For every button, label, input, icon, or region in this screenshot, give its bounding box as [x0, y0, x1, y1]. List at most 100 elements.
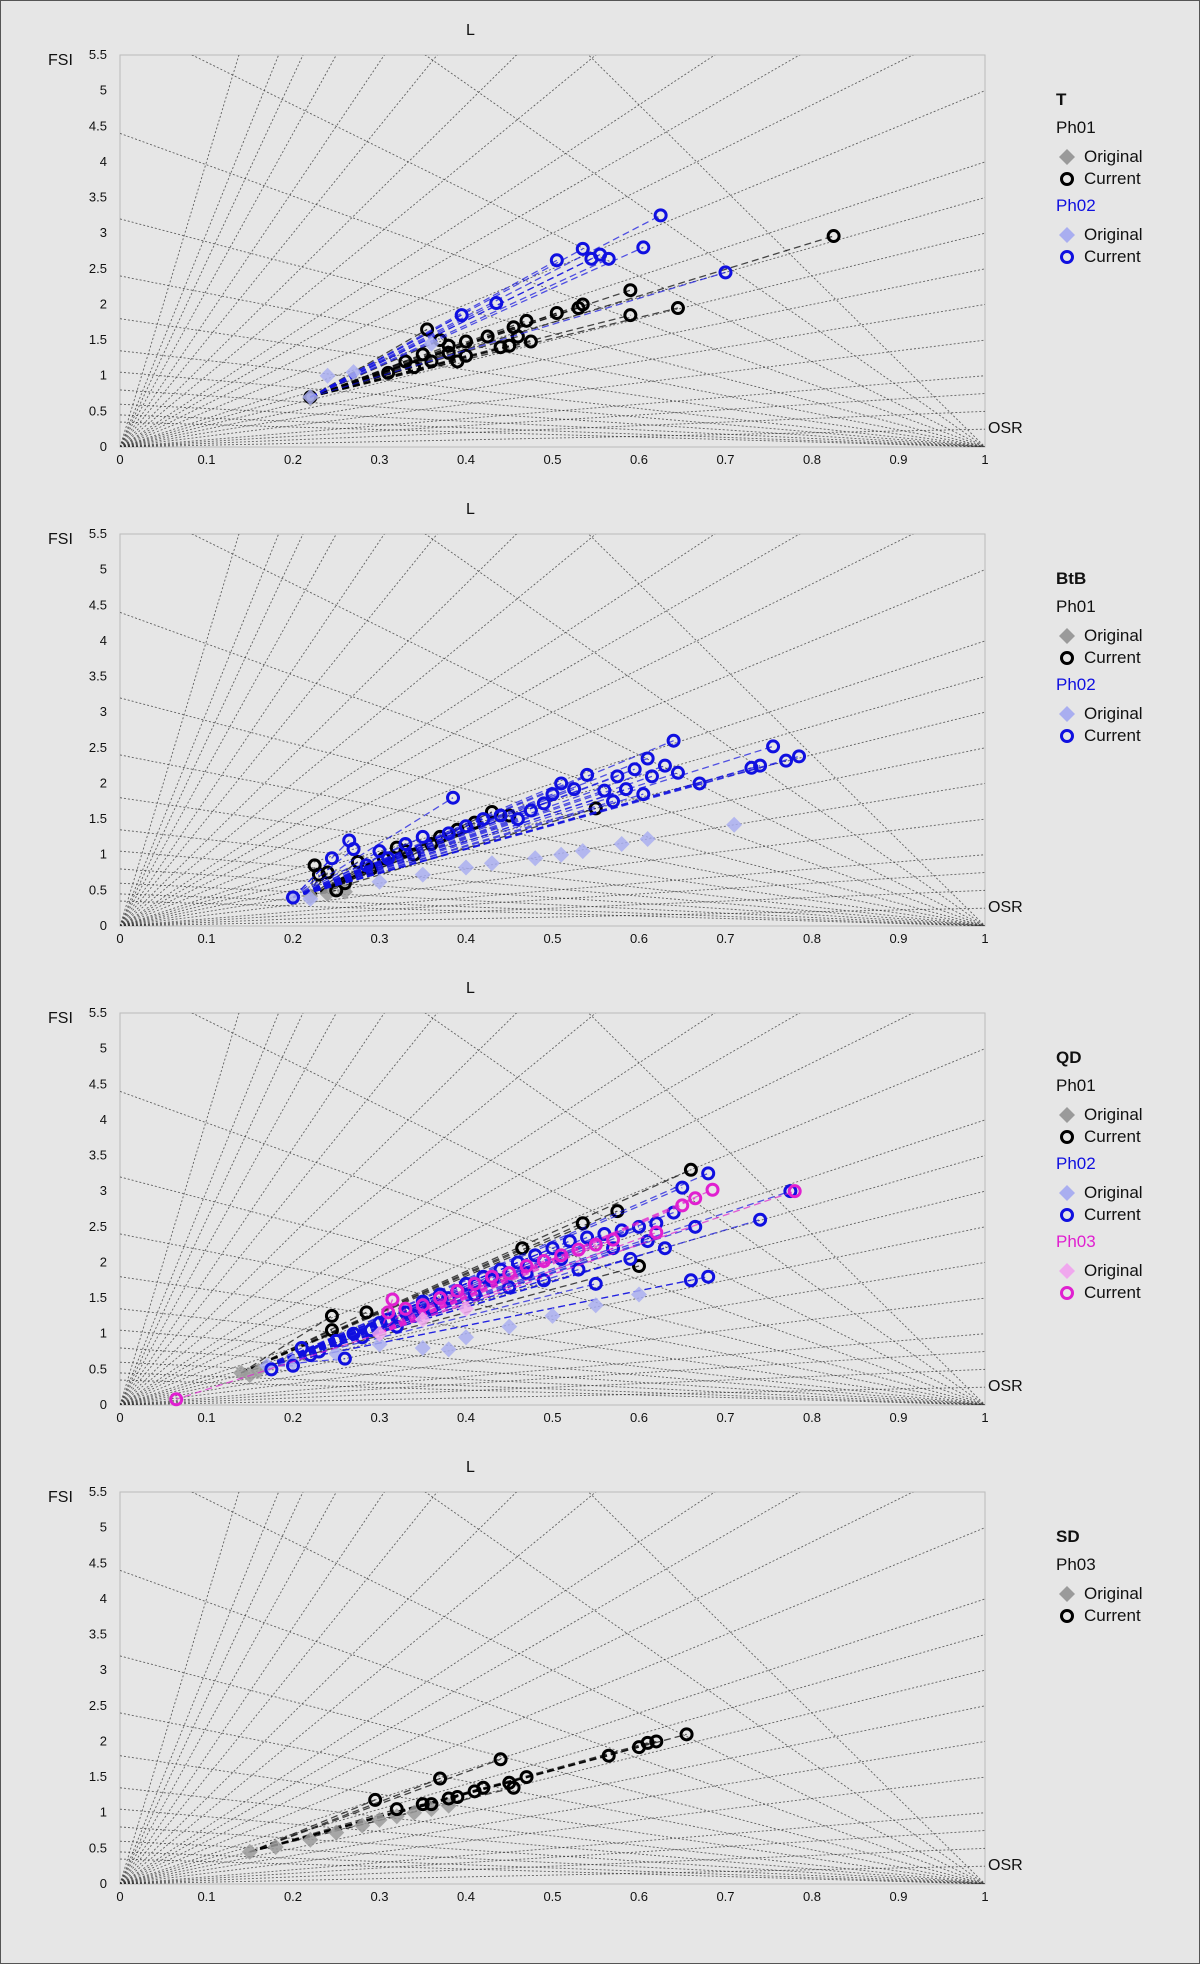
x-tick-label: 0.7	[716, 1410, 734, 1425]
x-tick-label: 0.3	[370, 1889, 388, 1904]
current-marker	[493, 808, 508, 823]
current-marker	[632, 1219, 646, 1234]
osr-line	[120, 1712, 985, 1884]
y-tick-label: 5.5	[89, 526, 107, 541]
x-tick-label: 0.4	[457, 1410, 475, 1425]
x-tick-label: 1	[981, 931, 988, 946]
x-tick-label: 1	[981, 1889, 988, 1904]
y-tick-label: 4	[100, 1112, 107, 1127]
current-marker	[506, 1780, 521, 1795]
l-label: L	[466, 1459, 475, 1476]
floors-ray	[120, 1013, 304, 1405]
osr-line	[120, 1826, 985, 1884]
current-marker	[450, 1790, 465, 1805]
y-tick-label: 5.5	[89, 1005, 107, 1020]
trajectory-line	[379, 1239, 614, 1335]
osr-label: OSR	[988, 1378, 1023, 1395]
original-marker	[458, 1300, 474, 1317]
x-tick-label: 0.1	[197, 931, 215, 946]
y-tick-label: 3	[100, 1662, 107, 1677]
x-tick-label: 0.1	[197, 1889, 215, 1904]
floors-ray	[120, 1013, 914, 1405]
legend-title: QD	[1056, 1048, 1082, 1067]
current-marker	[666, 733, 681, 748]
original-marker	[302, 1831, 319, 1848]
floors-ray	[120, 1830, 985, 1884]
legend-entry: Original	[1056, 224, 1196, 246]
original-marker	[388, 1808, 405, 1825]
legend-circle-icon	[1060, 250, 1074, 264]
current-marker	[670, 301, 685, 316]
original-marker	[241, 1843, 258, 1860]
y-tick-label: 1	[100, 1805, 107, 1820]
trajectory-line	[292, 740, 674, 899]
x-tick-label: 0.7	[716, 1889, 734, 1904]
legend-diamond-icon	[1059, 706, 1075, 722]
current-marker	[424, 1797, 439, 1812]
legend-diamond-icon	[1059, 628, 1075, 644]
original-marker	[302, 890, 319, 907]
osr-line	[120, 1755, 985, 1884]
original-marker	[639, 831, 656, 848]
original-marker	[414, 1311, 431, 1328]
current-marker	[480, 329, 495, 344]
osr-line	[120, 1308, 985, 1405]
floors-ray	[120, 55, 385, 447]
current-marker	[679, 1727, 694, 1742]
floors-ray	[120, 818, 985, 926]
current-marker	[549, 253, 564, 268]
spacemate-reference-lines	[120, 1492, 985, 1884]
original-marker	[631, 1286, 647, 1303]
legend-entry: Original	[1056, 703, 1196, 725]
legend-entry-label: Current	[1084, 726, 1141, 745]
floors-ray	[120, 534, 438, 926]
original-marker	[613, 836, 630, 853]
legend-entry-label: Original	[1084, 704, 1143, 723]
y-tick-label: 2.5	[89, 740, 107, 755]
current-marker	[329, 1333, 344, 1348]
x-tick-label: 0.2	[284, 1410, 302, 1425]
x-tick-label: 0.8	[803, 452, 821, 467]
original-marker	[440, 1797, 457, 1814]
floors-ray	[120, 1812, 985, 1884]
current-marker	[502, 338, 517, 353]
osr-line	[120, 350, 985, 447]
trajectory-line	[379, 1260, 545, 1335]
original-marker	[458, 1329, 474, 1346]
l-label: L	[466, 501, 475, 518]
y-tick-label: 0.5	[89, 1840, 107, 1855]
current-marker	[476, 812, 491, 827]
current-marker	[324, 851, 339, 866]
trajectory-line	[240, 1247, 523, 1374]
osr-line	[120, 218, 985, 447]
current-marker	[359, 1305, 374, 1320]
current-marker	[657, 758, 672, 773]
legend-title: SD	[1056, 1527, 1080, 1546]
legend-phase-label: Ph03	[1056, 1232, 1096, 1251]
current-marker	[766, 739, 781, 754]
current-marker	[636, 240, 651, 255]
current-marker	[311, 867, 326, 882]
current-marker	[610, 769, 625, 784]
y-tick-label: 1	[100, 368, 107, 383]
current-marker	[701, 1166, 716, 1181]
original-marker	[726, 816, 743, 833]
current-marker	[675, 1198, 690, 1213]
legend-circle-icon	[1060, 1609, 1074, 1623]
y-tick-label: 0	[100, 439, 107, 454]
y-tick-label: 4	[100, 154, 107, 169]
current-marker	[502, 1280, 517, 1295]
floors-ray	[120, 1386, 985, 1405]
floors-ray	[120, 55, 914, 447]
x-tick-label: 0.2	[284, 452, 302, 467]
legend-circle-icon	[1060, 1286, 1074, 1300]
current-marker	[580, 767, 595, 782]
legend-entry: Current	[1056, 647, 1196, 669]
y-tick-label: 3.5	[89, 1627, 107, 1642]
original-marker	[440, 1341, 457, 1358]
current-marker	[493, 1752, 508, 1767]
current-marker	[675, 1180, 690, 1195]
plot-area	[119, 1012, 986, 1406]
floors-ray	[120, 268, 985, 447]
osr-line	[191, 1492, 985, 1884]
